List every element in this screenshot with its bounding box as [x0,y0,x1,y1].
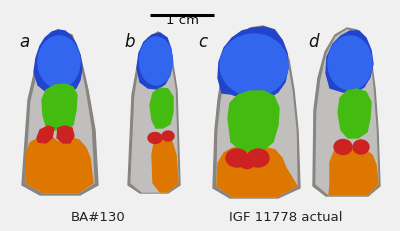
Polygon shape [34,30,82,95]
Ellipse shape [328,36,372,90]
Ellipse shape [148,133,162,143]
Polygon shape [326,31,373,93]
Ellipse shape [220,34,288,96]
Polygon shape [218,27,288,100]
Text: IGF 11778 actual: IGF 11778 actual [229,211,343,224]
Polygon shape [213,26,300,198]
Text: d: d [308,33,318,51]
Text: c: c [198,33,207,51]
Polygon shape [152,138,178,192]
Polygon shape [329,148,378,195]
Polygon shape [228,91,279,151]
Ellipse shape [38,36,80,88]
Polygon shape [37,126,54,143]
Ellipse shape [353,140,369,154]
Polygon shape [42,84,77,130]
Polygon shape [316,30,378,195]
Polygon shape [217,28,297,197]
Ellipse shape [239,155,255,168]
Text: BA#130: BA#130 [71,211,125,224]
Ellipse shape [334,140,352,155]
Ellipse shape [140,37,172,85]
Text: b: b [124,33,134,51]
Polygon shape [313,28,380,196]
Ellipse shape [226,149,248,167]
Ellipse shape [162,131,174,141]
Polygon shape [57,126,74,143]
Polygon shape [22,30,98,195]
Polygon shape [26,137,93,193]
Polygon shape [137,33,172,89]
Polygon shape [338,89,371,138]
Polygon shape [217,148,297,197]
Polygon shape [128,32,180,193]
Polygon shape [26,33,94,193]
Polygon shape [131,34,178,192]
Text: a: a [19,33,29,51]
Ellipse shape [247,149,269,167]
Text: 1 cm: 1 cm [166,14,198,27]
Polygon shape [150,88,173,128]
